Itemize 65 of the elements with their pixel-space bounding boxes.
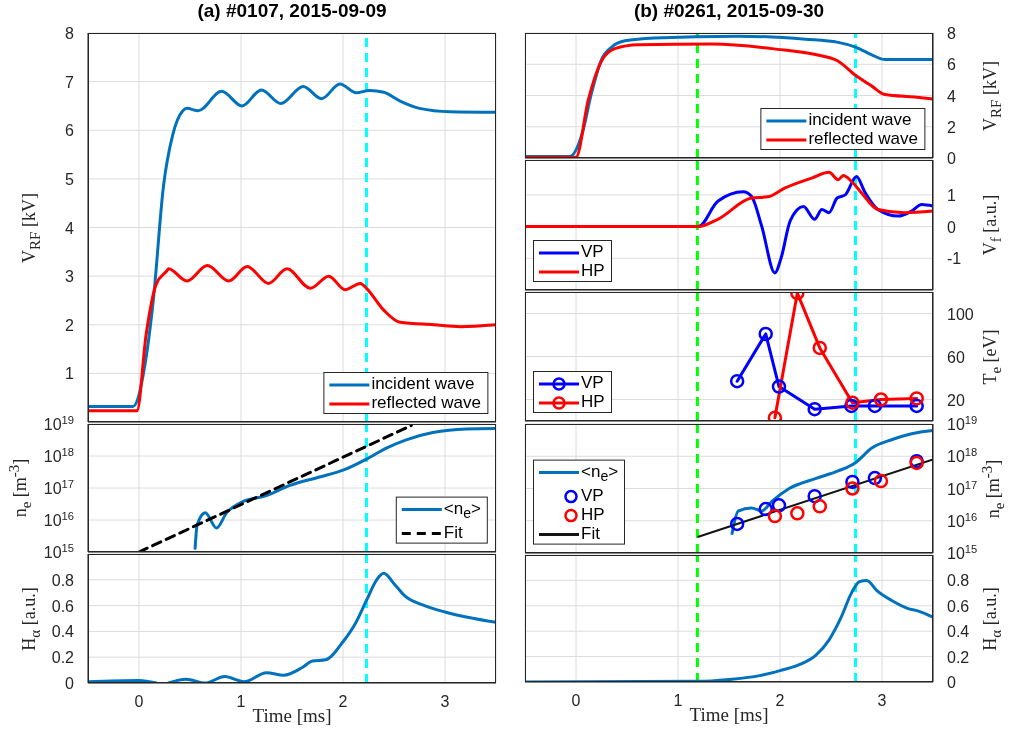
y-tick-label: 0 bbox=[947, 674, 956, 691]
chart-title: (a) #0107, 2015-09-09 bbox=[196, 0, 388, 22]
y-tick-label: 5 bbox=[65, 170, 75, 188]
y-tick-label: 10$^{17}$ bbox=[947, 478, 978, 498]
y-tick-label: 10$^{17}$ bbox=[43, 478, 74, 497]
y-tick-label: 4 bbox=[65, 219, 75, 237]
y-tick-label: 3 bbox=[65, 268, 75, 286]
y-tick-label: 0.8 bbox=[947, 572, 970, 590]
legend-label: incident wave bbox=[808, 110, 912, 129]
legend-label: Fit bbox=[443, 523, 463, 542]
y-tick-label: 10$^{15}$ bbox=[43, 542, 74, 561]
y-tick-label: 2 bbox=[947, 118, 956, 136]
y-tick-label: 6 bbox=[65, 122, 75, 140]
x-tick-label: 3 bbox=[877, 692, 887, 709]
chart-title: (b) #0261, 2015-09-30 bbox=[632, 0, 826, 22]
y-tick-label: 1 bbox=[947, 186, 956, 204]
y-tick-label: 10$^{19}$ bbox=[43, 414, 74, 433]
x-tick-label: 2 bbox=[775, 692, 785, 709]
y-tick-label: 10$^{19}$ bbox=[947, 414, 978, 433]
y-tick-label: 0.8 bbox=[51, 571, 75, 589]
y-tick-label: 0.6 bbox=[51, 597, 75, 615]
legend-label: Fit bbox=[581, 524, 600, 543]
y-tick-label: -1 bbox=[947, 250, 962, 268]
legend-label: VP bbox=[581, 242, 604, 261]
y-tick-label: 2 bbox=[65, 316, 75, 334]
x-axis-title: Time [ms] bbox=[252, 705, 332, 726]
y-tick-label: 10$^{15}$ bbox=[947, 543, 978, 562]
x-tick-label: 1 bbox=[236, 693, 246, 710]
y-tick-label: 20 bbox=[947, 391, 965, 409]
x-tick-label: 0 bbox=[134, 693, 144, 710]
legend-label: VP bbox=[581, 486, 604, 505]
legend-label: reflected wave bbox=[371, 393, 481, 412]
legend-label: HP bbox=[581, 505, 605, 524]
y-tick-label: 10$^{16}$ bbox=[43, 510, 74, 529]
y-tick-label: 1 bbox=[65, 365, 75, 383]
y-tick-label: 100 bbox=[947, 305, 974, 323]
y-tick-label: 8 bbox=[947, 25, 956, 42]
y-tick-label: 0.2 bbox=[51, 649, 75, 667]
x-tick-label: 3 bbox=[440, 693, 450, 710]
y-tick-label: 60 bbox=[947, 348, 965, 366]
x-tick-label: 2 bbox=[338, 693, 348, 710]
y-tick-label: 4 bbox=[947, 87, 956, 105]
y-tick-label: 7 bbox=[65, 73, 75, 91]
y-tick-label: 0.2 bbox=[947, 648, 970, 666]
y-tick-label: 0.4 bbox=[51, 623, 75, 641]
x-tick-label: 0 bbox=[571, 692, 581, 709]
y-tick-label: 6 bbox=[947, 56, 956, 74]
legend-label: <n$_{e}$> bbox=[581, 461, 619, 484]
y-tick-label: 0.6 bbox=[947, 597, 970, 615]
legend-label: <n$_{e}$> bbox=[443, 498, 481, 521]
y-tick-label: 10$^{18}$ bbox=[947, 446, 978, 466]
y-tick-label: 0 bbox=[947, 218, 956, 236]
y-tick-label: 8 bbox=[65, 25, 75, 42]
y-tick-label: 0.4 bbox=[947, 623, 970, 641]
legend-label: HP bbox=[581, 392, 605, 411]
x-tick-label: 1 bbox=[673, 692, 683, 709]
y-tick-label: 0 bbox=[65, 675, 75, 692]
y-tick-label: 10$^{18}$ bbox=[43, 446, 74, 465]
legend-label: HP bbox=[581, 261, 605, 280]
x-axis-title: Time [ms] bbox=[689, 704, 769, 725]
y-tick-label: 10$^{16}$ bbox=[947, 510, 978, 530]
legend-label: incident wave bbox=[371, 374, 475, 393]
y-tick-label: 0 bbox=[947, 150, 956, 167]
legend-label: VP bbox=[581, 373, 604, 392]
legend-label: reflected wave bbox=[808, 129, 918, 148]
